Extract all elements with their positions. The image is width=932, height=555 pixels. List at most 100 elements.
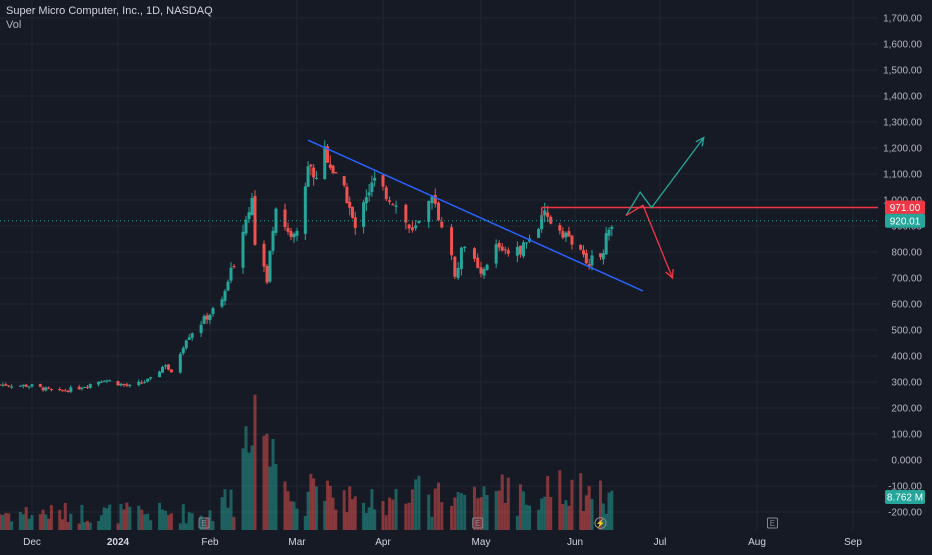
volume-bar (49, 505, 53, 530)
volume-bar (497, 490, 501, 530)
volume-bar (63, 502, 67, 530)
symbol-title[interactable]: Super Micro Computer, Inc., 1D, NASDAQ (6, 5, 213, 17)
candle-body (163, 365, 167, 367)
volume-bar (244, 426, 248, 530)
volume-bar (268, 466, 272, 530)
volume-bar (125, 502, 129, 530)
candle-body (394, 205, 398, 207)
earnings-marker-icon[interactable] (472, 517, 484, 529)
volume-bar (4, 513, 8, 530)
candle-body (143, 381, 147, 383)
volume-bar (381, 501, 385, 530)
candle-body (99, 381, 103, 383)
volume-bar (223, 489, 227, 530)
volume-bar (503, 502, 507, 530)
candle-body (205, 315, 209, 320)
candle-body (77, 386, 81, 390)
volume-bar (77, 523, 81, 530)
volume-bar (232, 516, 236, 530)
volume-bar (453, 497, 457, 530)
candle-body (463, 246, 467, 249)
candle-body (503, 249, 507, 251)
candle-body (244, 219, 248, 234)
volume-bar (326, 480, 330, 530)
candle-body (1, 384, 5, 386)
candle-body (587, 264, 591, 267)
candle-body (604, 233, 608, 255)
volume-bar (161, 509, 165, 530)
descending-trendline[interactable] (307, 139, 644, 292)
volume-bar (433, 488, 437, 530)
volume-indicator-label[interactable]: Vol (6, 19, 22, 31)
volume-bar (450, 506, 454, 530)
volume-bar (158, 502, 162, 530)
candle-body (105, 380, 109, 382)
candle-body (250, 198, 254, 215)
candle-body (430, 196, 434, 204)
projection-up-arrow[interactable] (625, 137, 705, 216)
volume-bar (7, 513, 11, 530)
candle-body (582, 250, 585, 255)
projection-down-arrow-head (665, 268, 674, 280)
volume-bar (537, 509, 541, 530)
volume-bar (476, 498, 480, 530)
projection-down-arrow[interactable] (625, 204, 674, 279)
volume-bar (80, 504, 84, 530)
candle-body (348, 201, 352, 208)
price-tick-label: 400.00 (891, 352, 922, 363)
earnings-marker-icon[interactable] (766, 517, 778, 529)
volume-bar (546, 476, 550, 530)
volume-bar (27, 518, 31, 530)
candle-body (232, 266, 236, 268)
volume-bar (295, 508, 299, 530)
volume-bar (584, 495, 588, 530)
candle-body (515, 246, 519, 256)
candle-body (453, 256, 457, 277)
candle-body (283, 209, 287, 228)
chart-legend: Super Micro Computer, Inc., 1D, NASDAQ V… (6, 4, 213, 32)
candle-body (599, 253, 602, 258)
candle-body (63, 390, 67, 392)
candle-body (292, 233, 296, 238)
volume-bar (367, 507, 371, 530)
volume-bar (524, 504, 528, 530)
volume-bar (250, 445, 254, 530)
split-marker-icon[interactable] (594, 517, 607, 529)
volume-bar (102, 507, 106, 530)
volume-bar (119, 504, 123, 530)
earnings-marker-icon[interactable] (198, 517, 210, 529)
candle-body (140, 382, 144, 384)
candle-body (125, 384, 129, 386)
candle-body (500, 246, 504, 251)
candle-body (166, 364, 170, 370)
candle-body (66, 390, 70, 392)
candle-body (506, 250, 510, 254)
volume-bar (105, 508, 109, 530)
volume-bar (202, 519, 206, 530)
volume-bar (128, 506, 132, 530)
volume-bar (567, 505, 571, 530)
candle-body (353, 217, 357, 228)
volume-bar (205, 517, 209, 530)
time-tick-label: Feb (201, 537, 219, 548)
time-tick-label: May (472, 537, 491, 548)
price-tick-label: 700.00 (891, 274, 922, 285)
candle-body (199, 324, 203, 333)
candle-body (433, 194, 437, 204)
candle-body (370, 182, 374, 193)
volume-bar (353, 496, 357, 530)
candle-body (450, 227, 454, 256)
volume-bar (47, 518, 51, 530)
candle-body (47, 387, 51, 389)
candle-body (178, 353, 182, 373)
candle-body (414, 225, 418, 229)
candle-body (58, 388, 62, 390)
candle-body (303, 186, 307, 234)
candle-body (169, 369, 173, 373)
volume-bar (187, 512, 191, 530)
candle-body (220, 299, 224, 307)
price-tick-label: 800.00 (891, 248, 922, 259)
candle-body (295, 230, 299, 236)
